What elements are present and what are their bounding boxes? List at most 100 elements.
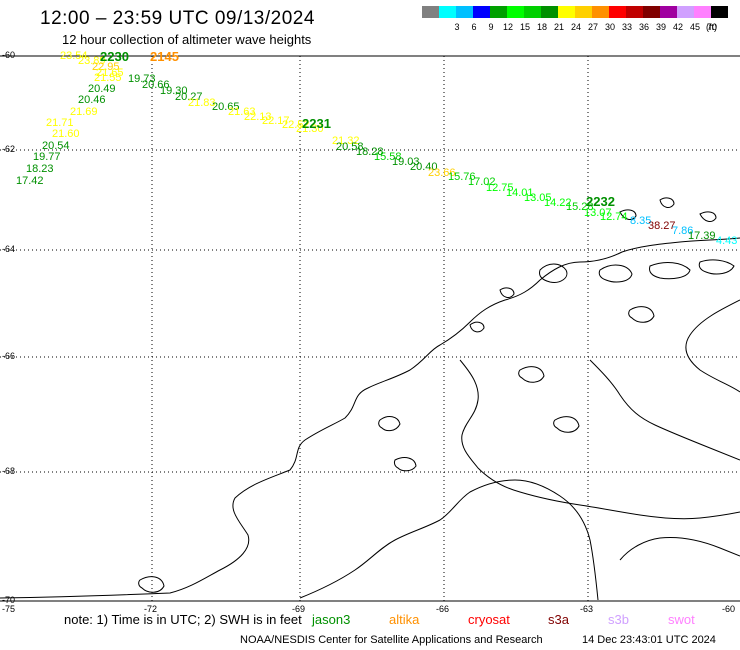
swh-reading: 20.66: [142, 79, 170, 91]
track-time-labels: 2230 2145 2231 2232: [100, 49, 615, 209]
legend-label: 70: [706, 22, 717, 32]
generated-date: 14 Dec 23:43:01 UTC 2024: [582, 634, 716, 646]
swh-reading: 21.63: [228, 106, 256, 118]
swh-reading: 23.66: [428, 167, 456, 179]
legend-swatch: [660, 6, 677, 18]
longitude-label: -69: [292, 604, 306, 614]
swh-reading: 20.65: [212, 101, 240, 113]
pass-time-label: 2145: [150, 49, 179, 64]
legend-label: 21: [553, 22, 564, 32]
swh-reading: 15.76: [448, 171, 476, 183]
swh-reading: 21.32: [332, 135, 360, 147]
legend-label: 24: [570, 22, 581, 32]
swh-reading: 17.39: [688, 230, 716, 242]
swh-reading: 12.74: [600, 211, 628, 223]
swh-reading: 23.89: [78, 55, 106, 67]
mission-label: altika: [389, 612, 420, 627]
swh-reading: 20.40: [410, 161, 438, 173]
legend-label: 18: [536, 22, 547, 32]
legend-swatch: [609, 6, 626, 18]
map-title: 12:00 – 23:59 UTC 09/13/2024: [40, 8, 315, 29]
legend-swatch: [558, 6, 575, 18]
legend-label: 15: [519, 22, 530, 32]
legend-swatch: [626, 6, 643, 18]
longitude-label: -63: [580, 604, 594, 614]
latitude-label: -62: [2, 144, 16, 154]
swh-reading: 14.01: [506, 187, 534, 199]
latitude-label: -64: [2, 244, 16, 254]
mission-label: cryosat: [468, 612, 510, 627]
swh-reading: 21.69: [70, 106, 98, 118]
swh-reading: 13.05: [524, 192, 552, 204]
latitude-label: -70: [2, 595, 16, 605]
swh-reading: 19.30: [160, 85, 188, 97]
swh-reading: 15.58: [374, 151, 402, 163]
legend-swatch: [711, 6, 728, 18]
swh-reading: 19.77: [33, 151, 61, 163]
swh-reading: 21.55: [94, 72, 122, 84]
swh-reading: 17.02: [468, 176, 496, 188]
map-frame: [0, 55, 740, 602]
swh-reading: 23.54: [60, 50, 88, 62]
swh-reading: 20.58: [336, 141, 364, 153]
swh-reading: 21.83: [188, 97, 216, 109]
legend-swatch: [677, 6, 694, 18]
mission-label: s3a: [548, 612, 569, 627]
legend-swatch: [490, 6, 507, 18]
legend-swatch: [456, 6, 473, 18]
mission-label: swot: [668, 612, 695, 627]
legend-label: 36: [638, 22, 649, 32]
legend-swatch: [592, 6, 609, 18]
longitude-label: -75: [2, 604, 16, 614]
swh-reading: 20.46: [78, 94, 106, 106]
longitude-label: -72: [144, 604, 158, 614]
swh-reading: 18.23: [26, 163, 54, 175]
legend-swatch: [524, 6, 541, 18]
legend-label: 3: [454, 22, 460, 32]
legend-label: 42: [672, 22, 683, 32]
swh-reading: 17.42: [16, 175, 44, 187]
pass-time-label: 2231: [302, 116, 331, 131]
legend-label: 45: [689, 22, 700, 32]
swh-reading: 19.03: [392, 156, 420, 168]
swh-reading: 14.22: [544, 197, 572, 209]
legend-swatch: [507, 6, 524, 18]
legend-swatch: [439, 6, 456, 18]
legend-label: 39: [655, 22, 666, 32]
note-text: note: 1) Time is in UTC; 2) SWH is in fe…: [64, 612, 302, 627]
legend-swatch: [422, 6, 439, 18]
swh-reading: 21.60: [52, 128, 80, 140]
legend-swatch: [643, 6, 660, 18]
swh-reading: 22.95: [92, 61, 120, 73]
swh-reading: 19.73: [128, 73, 156, 85]
legend-label: 30: [604, 22, 615, 32]
legend-swatch: [575, 6, 592, 18]
swh-reading: 13.07: [584, 207, 612, 219]
swh-reading: 4.43: [716, 235, 737, 247]
latitude-label: -66: [2, 351, 16, 361]
swh-reading: 7.86: [672, 225, 693, 237]
swh-reading: 20.27: [175, 91, 203, 103]
swh-reading: 21.65: [96, 67, 124, 79]
pass-time-label: 2230: [100, 49, 129, 64]
mission-label: s3b: [608, 612, 629, 627]
graticule: [0, 56, 740, 601]
credit-text: NOAA/NESDIS Center for Satellite Applica…: [240, 634, 543, 646]
map-subtitle: 12 hour collection of altimeter wave hei…: [62, 32, 312, 47]
swh-reading: 22.17: [262, 115, 290, 127]
legend-label: 12: [502, 22, 513, 32]
swh-reading: 20.49: [88, 83, 116, 95]
pass-time-label: 2232: [586, 194, 615, 209]
swh-reading: 21.30: [296, 123, 324, 135]
swh-reading: 20.54: [42, 140, 70, 152]
swh-reading: 22.52: [282, 119, 310, 131]
legend-label: 27: [587, 22, 598, 32]
antarctic-peninsula-coastline: [0, 197, 740, 601]
longitude-label: -60: [722, 604, 736, 614]
legend-label: 6: [471, 22, 477, 32]
swh-reading: 12.75: [486, 182, 514, 194]
swh-reading: 15.28: [566, 201, 594, 213]
swh-reading: 21.71: [46, 117, 74, 129]
